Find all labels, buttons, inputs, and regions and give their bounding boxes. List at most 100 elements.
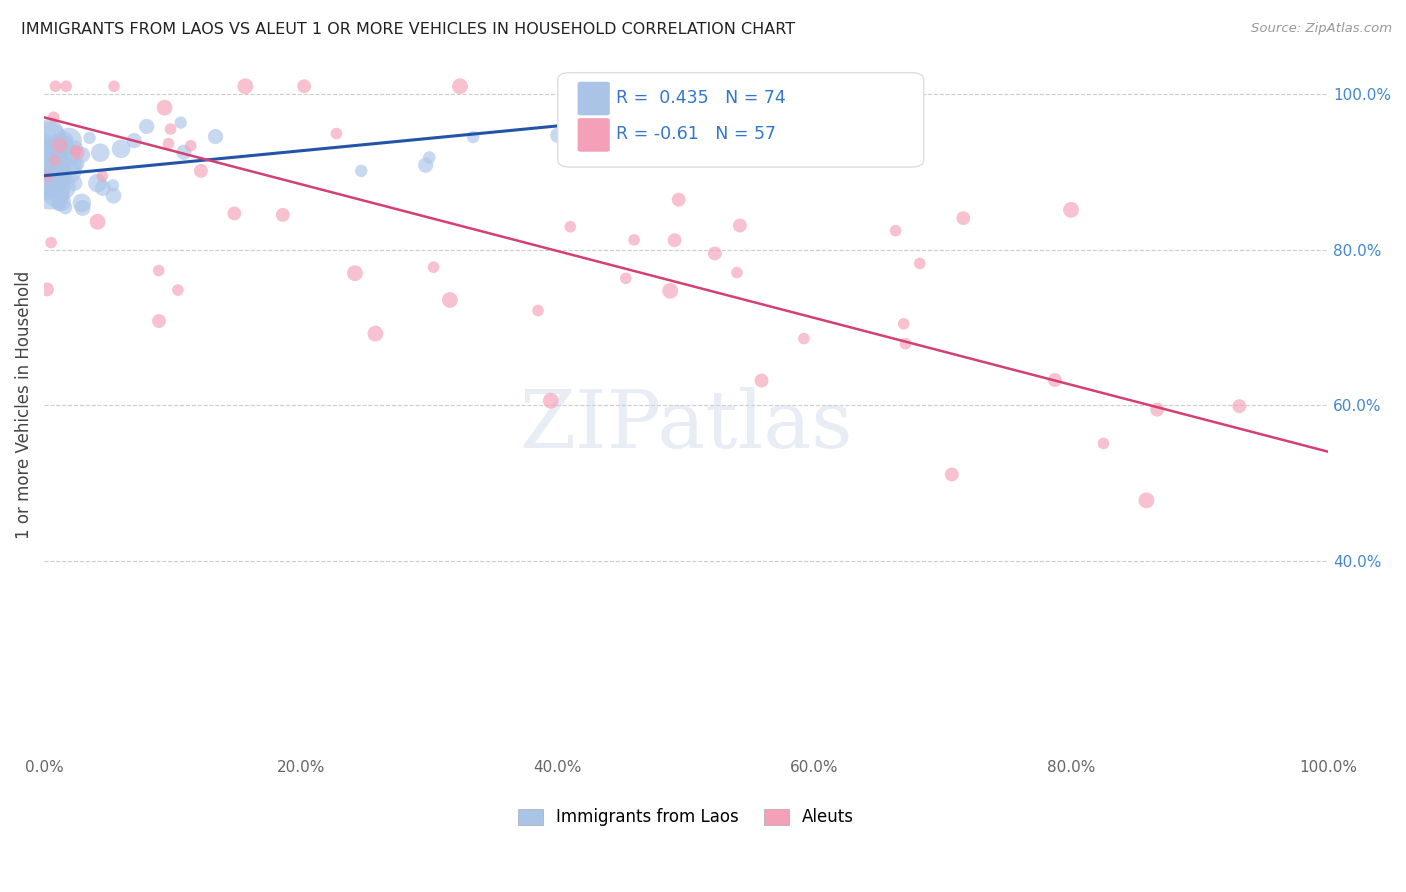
Point [631, 112, 654, 126]
Point [39, 235, 62, 250]
Point [35, 283, 58, 297]
Point [224, 206, 246, 220]
Point [135, 120, 157, 134]
Point [169, 115, 191, 129]
Point [167, 283, 190, 297]
Point [48, 138, 70, 153]
Point [1227, 399, 1250, 413]
Point [527, 303, 550, 318]
Point [39, 144, 62, 158]
Point [38, 167, 60, 181]
Point [72, 148, 94, 162]
Point [101, 178, 124, 193]
Point [52, 134, 75, 148]
Point [42, 152, 65, 166]
Point [70, 195, 93, 210]
Point [751, 374, 773, 388]
Point [190, 164, 212, 178]
Point [742, 129, 765, 144]
Point [1060, 202, 1083, 217]
Point [148, 263, 170, 277]
Point [110, 142, 132, 156]
FancyBboxPatch shape [578, 82, 609, 115]
Point [153, 101, 176, 115]
Point [91, 169, 114, 183]
Point [44, 79, 66, 94]
Point [37, 161, 59, 175]
Point [34, 178, 56, 193]
Point [1043, 373, 1066, 387]
Point [45, 181, 67, 195]
Point [63, 176, 86, 190]
Point [53, 200, 76, 214]
Point [60, 148, 83, 162]
Point [180, 138, 202, 153]
Point [233, 79, 256, 94]
Point [46, 164, 69, 178]
Point [44, 179, 66, 194]
Point [884, 224, 907, 238]
Point [540, 393, 562, 408]
Point [664, 233, 686, 247]
Point [952, 211, 974, 226]
Point [46, 134, 69, 148]
Point [668, 193, 690, 207]
Point [38, 182, 60, 196]
Point [418, 150, 440, 164]
Point [343, 266, 366, 280]
Point [623, 233, 645, 247]
Point [173, 145, 195, 160]
FancyBboxPatch shape [558, 72, 924, 167]
Point [148, 314, 170, 328]
Point [292, 79, 315, 94]
Point [49, 152, 72, 166]
Point [204, 129, 226, 144]
Point [652, 97, 675, 112]
Point [271, 208, 294, 222]
Point [1092, 436, 1115, 450]
Point [86, 215, 108, 229]
Point [52, 180, 75, 194]
Point [159, 122, 181, 136]
Point [894, 336, 917, 351]
Point [44, 153, 66, 168]
Point [37, 167, 59, 181]
Point [49, 153, 72, 167]
Point [34, 155, 56, 169]
Point [45, 163, 67, 178]
Point [48, 197, 70, 211]
Point [49, 140, 72, 154]
Point [49, 168, 72, 182]
Point [38, 128, 60, 142]
Point [86, 176, 108, 190]
Point [41, 166, 63, 180]
Point [66, 145, 89, 160]
Point [34, 166, 56, 180]
Point [350, 164, 373, 178]
Point [35, 140, 58, 154]
Text: Source: ZipAtlas.com: Source: ZipAtlas.com [1251, 22, 1392, 36]
Point [560, 219, 582, 234]
Text: R =  0.435   N = 74: R = 0.435 N = 74 [616, 89, 786, 107]
Point [51, 160, 73, 174]
Point [725, 266, 748, 280]
Point [44, 182, 66, 196]
Point [44, 149, 66, 163]
Point [42, 168, 65, 182]
Point [35, 172, 58, 186]
Point [44, 174, 66, 188]
Point [58, 134, 80, 148]
Y-axis label: 1 or more Vehicles in Household: 1 or more Vehicles in Household [15, 271, 32, 539]
Point [415, 158, 437, 172]
Point [728, 219, 751, 233]
Point [63, 141, 86, 155]
Point [1135, 493, 1157, 508]
Point [659, 284, 682, 298]
Point [703, 246, 725, 260]
Point [439, 293, 461, 307]
Text: R = -0.61   N = 57: R = -0.61 N = 57 [616, 125, 776, 144]
Point [449, 79, 471, 94]
Point [908, 256, 931, 270]
Point [41, 174, 63, 188]
Point [35, 161, 58, 176]
